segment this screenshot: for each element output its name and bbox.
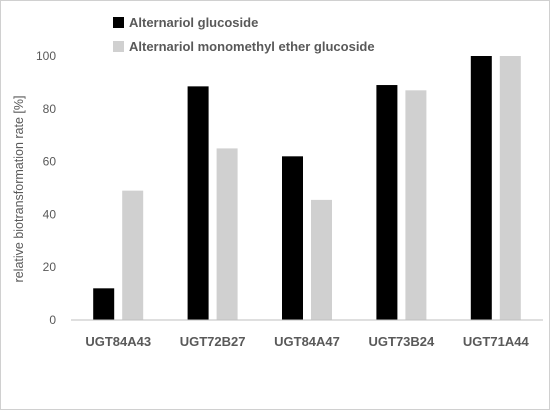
y-tick-label: 60: [43, 155, 57, 169]
x-tick-label: UGT71A44: [463, 334, 530, 349]
bar-alternariol-glucoside-ugt71a44: [470, 56, 492, 320]
bar-alternariol-glucoside-ugt84a47: [282, 156, 303, 320]
legend: Alternariol glucoside Alternariol monomet…: [113, 15, 375, 54]
bar-ame-glucoside-ugt71a44: [499, 56, 521, 320]
legend-label: Alternariol glucoside: [129, 15, 258, 30]
x-tick-label: UGT72B27: [180, 334, 246, 349]
y-axis: 0 20 40 60 80 100: [36, 49, 56, 327]
x-tick-label: UGT84A43: [85, 334, 151, 349]
x-tick-label: UGT84A47: [274, 334, 340, 349]
bars: [93, 56, 521, 320]
legend-swatch: [113, 41, 124, 52]
bar-ame-glucoside-ugt84a47: [311, 199, 332, 320]
bar-alternariol-glucoside-ugt73b24: [376, 85, 398, 320]
bar-ame-glucoside-ugt84a43: [122, 190, 144, 320]
y-tick-label: 80: [43, 102, 57, 116]
bar-ame-glucoside-ugt72b27: [216, 148, 238, 320]
y-tick-label: 20: [43, 260, 57, 274]
bar-alternariol-glucoside-ugt72b27: [187, 86, 209, 320]
legend-label: Alternariol monomethyl ether glucoside: [129, 39, 375, 54]
y-tick-label: 100: [36, 49, 56, 63]
y-axis-title: relative biotransformation rate [%]: [12, 96, 26, 283]
bar-ame-glucoside-ugt73b24: [405, 90, 427, 320]
y-tick-label: 40: [43, 207, 57, 221]
y-tick-label: 0: [49, 313, 56, 327]
bar-alternariol-glucoside-ugt84a43: [93, 288, 115, 320]
x-tick-label: UGT73B24: [369, 334, 436, 349]
x-axis: UGT84A43 UGT72B27 UGT84A47 UGT73B24 UGT71A44: [71, 319, 543, 349]
legend-swatch: [113, 17, 124, 28]
